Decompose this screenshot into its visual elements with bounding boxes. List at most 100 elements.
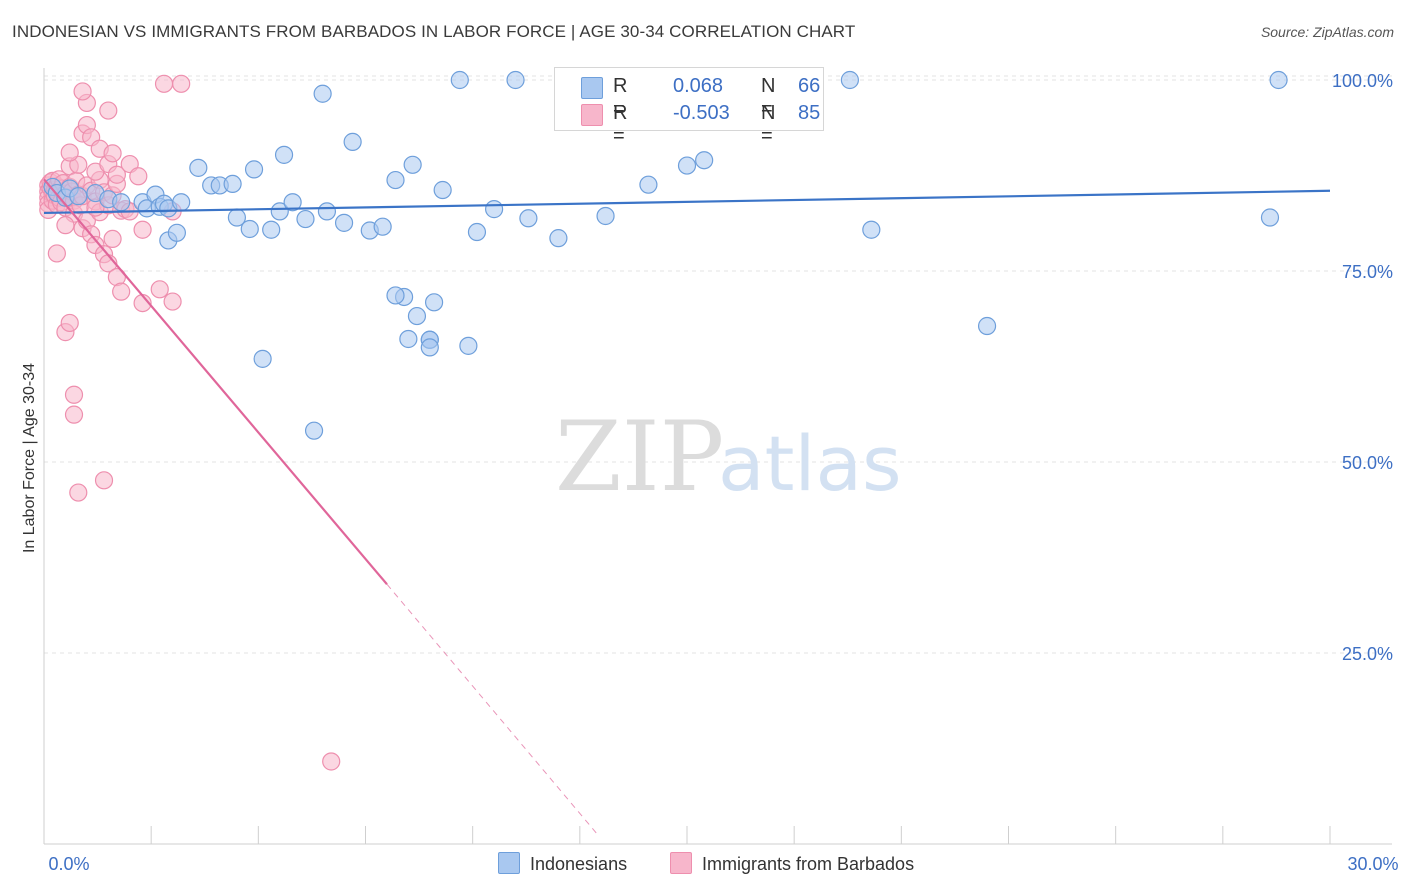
data-point (334, 213, 354, 232)
data-point (862, 220, 881, 239)
legend-swatch-pink (581, 104, 603, 126)
data-point (639, 175, 658, 194)
gridlines (44, 75, 1392, 654)
data-point (467, 222, 487, 242)
data-point (386, 286, 405, 305)
data-point (274, 145, 294, 164)
data-point (485, 200, 504, 219)
data-point (399, 329, 418, 349)
data-point (313, 84, 332, 103)
data-point (163, 292, 182, 311)
data-point (172, 74, 191, 93)
data-point (60, 313, 79, 333)
data-point (99, 101, 118, 120)
correlation-legend: R = 0.068 N = 66 R = -0.503 N = 85 (554, 67, 824, 147)
legend-n-label: N = (761, 102, 776, 147)
data-point (677, 156, 697, 175)
chart-title: INDONESIAN VS IMMIGRANTS FROM BARBADOS I… (12, 22, 856, 41)
data-point (112, 282, 131, 301)
data-point (386, 170, 405, 190)
data-point (167, 223, 186, 242)
data-point (56, 216, 75, 235)
data-point (129, 167, 148, 186)
trend-line-indonesians (43, 189, 1331, 215)
data-point (60, 143, 79, 162)
y-tick-label: 100.0% (1332, 71, 1393, 91)
data-point (1260, 208, 1280, 227)
data-point (112, 193, 131, 212)
data-point (519, 209, 538, 228)
data-point (343, 132, 362, 151)
data-point (424, 293, 444, 312)
watermark-atlas: atlas (718, 419, 902, 508)
data-point (64, 405, 84, 424)
legend-r-value: -0.503 (673, 102, 730, 124)
legend-n-value: 85 (798, 102, 821, 124)
bottom-legend-label: Indonesians (530, 854, 628, 874)
data-point (459, 336, 478, 355)
trend-line-barbados-extension (386, 583, 600, 837)
bottom-legend-swatch-blue (498, 852, 520, 874)
data-point (549, 229, 568, 248)
legend-n-label: N = (761, 75, 776, 120)
data-point (244, 160, 264, 179)
data-point (150, 280, 169, 299)
data-point (403, 155, 422, 174)
bottom-legend-swatch-pink (670, 852, 692, 874)
data-point (977, 316, 997, 336)
data-point (253, 349, 272, 368)
data-point (317, 202, 337, 221)
data-point (103, 229, 122, 249)
data-point (596, 206, 615, 226)
data-point (189, 158, 208, 177)
trend-lines (43, 178, 1331, 837)
source-label: Source: ZipAtlas.com (1260, 24, 1394, 40)
data-point (69, 483, 88, 502)
series-barbados-points (39, 74, 341, 771)
data-point (283, 193, 302, 212)
data-point (240, 219, 259, 239)
bottom-legend-barbados: Immigrants from Barbados (670, 852, 914, 875)
data-point (154, 74, 174, 93)
legend-r-value: 0.068 (673, 75, 724, 97)
data-point (107, 165, 126, 184)
bottom-legend-indonesians: Indonesians (498, 852, 627, 875)
data-point (304, 421, 324, 440)
data-point (64, 385, 84, 404)
data-point (433, 180, 452, 200)
data-point (373, 217, 392, 236)
bottom-legend-label: Immigrants from Barbados (702, 854, 915, 874)
y-tick-label: 50.0% (1342, 453, 1393, 473)
data-point (73, 82, 92, 101)
legend-r-label: R = (613, 102, 628, 147)
data-point (506, 70, 525, 90)
data-point (840, 70, 859, 90)
data-point (223, 174, 242, 194)
data-point (270, 202, 289, 221)
watermark-zip: ZIP (555, 401, 724, 513)
data-point (420, 338, 439, 357)
data-point (133, 220, 152, 239)
legend-swatch-blue (581, 77, 603, 99)
y-tick-labels: 25.0% 50.0% 75.0% 100.0% (1332, 71, 1393, 664)
series-indonesians-points (43, 70, 1288, 440)
data-point (1269, 70, 1288, 90)
data-point (322, 752, 341, 771)
watermark: ZIP atlas (555, 401, 902, 513)
data-point (695, 151, 714, 170)
data-point (172, 193, 191, 212)
data-point (296, 209, 315, 229)
data-point (47, 244, 66, 263)
legend-n-value: 66 (798, 75, 821, 97)
trend-line-barbados (43, 178, 388, 585)
x-tick-label: 0.0% (48, 854, 89, 874)
data-point (262, 220, 281, 239)
data-point (69, 187, 88, 206)
y-tick-label: 75.0% (1342, 262, 1393, 282)
data-point (94, 471, 114, 490)
data-point (407, 306, 427, 326)
data-point (103, 144, 122, 163)
x-tick-labels: 0.0% 30.0% (48, 854, 1398, 874)
data-point (450, 70, 469, 90)
